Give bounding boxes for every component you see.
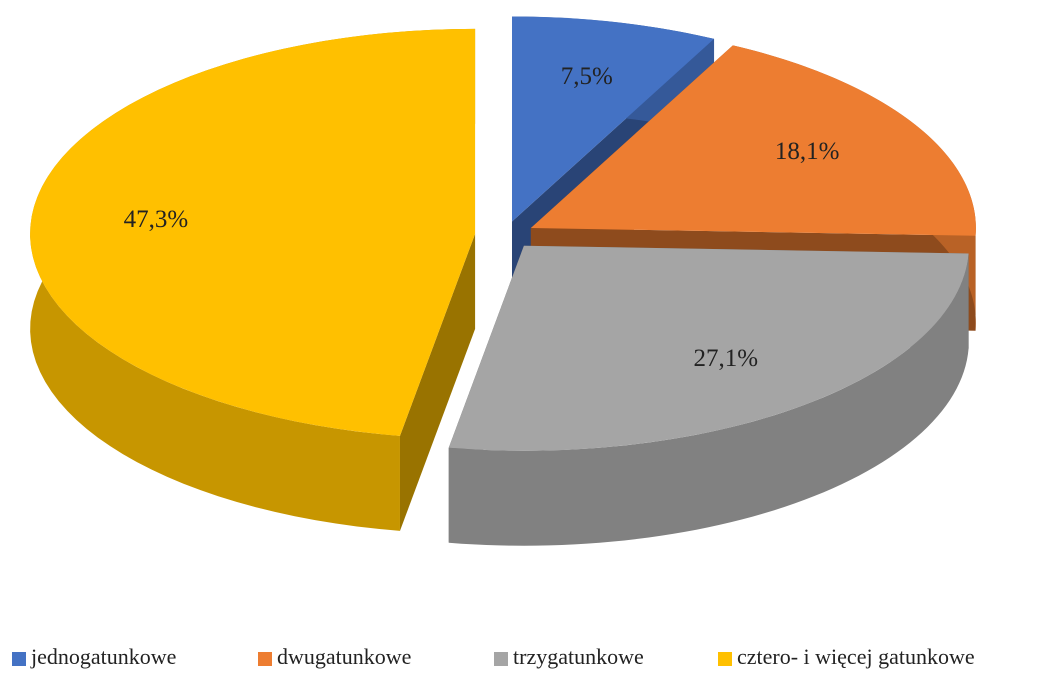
- legend-label: jednogatunkowe: [30, 644, 176, 669]
- legend-swatch: [718, 652, 732, 666]
- legend-label: trzygatunkowe: [513, 644, 644, 669]
- data-label: 47,3%: [124, 206, 189, 233]
- pie-slice: [512, 16, 715, 222]
- legend-swatch: [494, 652, 508, 666]
- data-label: 7,5%: [561, 63, 613, 90]
- legend-label: dwugatunkowe: [277, 644, 411, 669]
- pie-slice: [530, 45, 976, 236]
- pie-slice: [30, 28, 476, 436]
- slice-group: [30, 28, 476, 531]
- data-label: 27,1%: [694, 345, 759, 372]
- legend-label: cztero- i więcej gatunkowe: [737, 644, 975, 669]
- legend-swatch: [258, 652, 272, 666]
- slice-side: [448, 253, 969, 546]
- slice-side: [399, 233, 476, 531]
- pie-slice: [448, 245, 969, 451]
- legend-swatch: [12, 652, 26, 666]
- slice-group: [448, 245, 969, 546]
- data-label: 18,1%: [775, 138, 840, 165]
